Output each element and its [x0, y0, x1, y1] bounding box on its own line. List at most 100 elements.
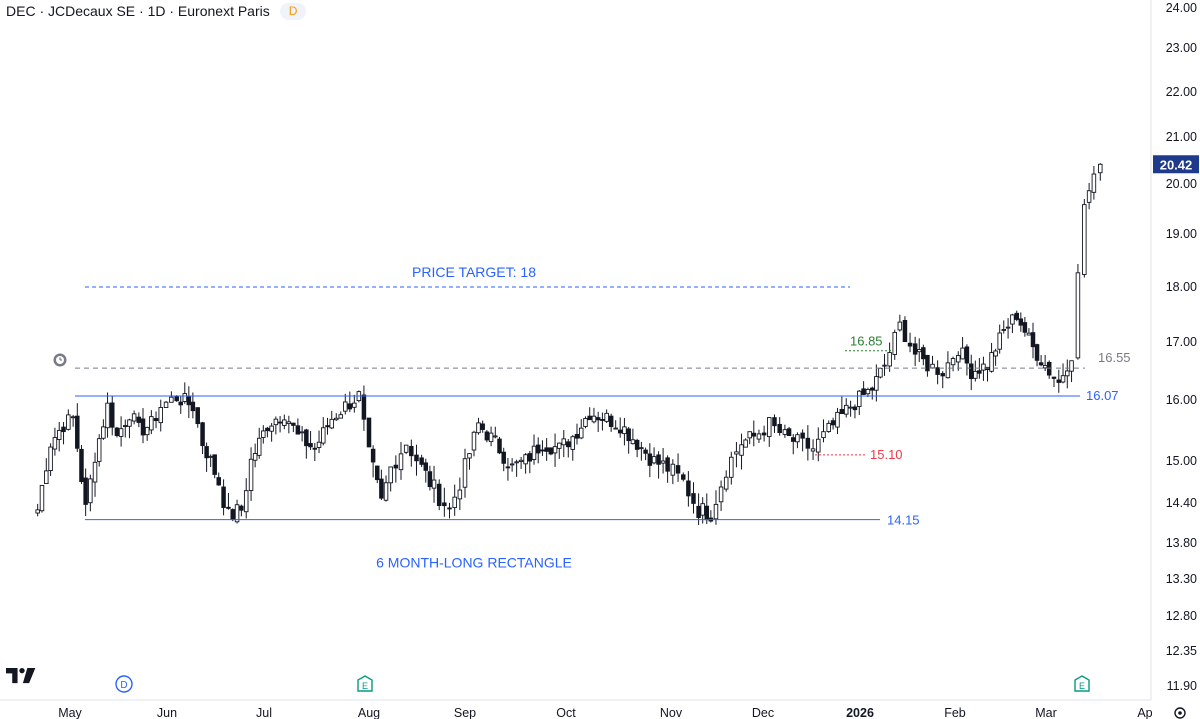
price-tick-label: 15.00: [1166, 454, 1197, 468]
candle: [981, 356, 986, 381]
price-tick-label: 23.00: [1166, 41, 1197, 55]
candle: [718, 480, 724, 511]
candle: [101, 419, 106, 440]
candle: [821, 419, 826, 443]
price-tick-label: 21.00: [1166, 130, 1197, 144]
candle: [256, 427, 262, 459]
alarm-icon[interactable]: [53, 353, 67, 367]
candle: [643, 447, 648, 461]
candle: [1001, 320, 1007, 334]
time-tick-label: Feb: [944, 706, 966, 719]
candle: [204, 442, 209, 472]
candle: [681, 472, 686, 482]
candle: [630, 428, 636, 445]
time-tick-label: Jul: [256, 706, 272, 719]
candle: [423, 458, 429, 483]
candle: [805, 425, 811, 461]
candle: [708, 510, 714, 523]
price-tick-label: 18.00: [1166, 280, 1197, 294]
rectangle-label: 6 MONTH-LONG RECTANGLE: [376, 555, 572, 571]
level-16-07-label: 16.07: [1086, 388, 1119, 403]
candle: [431, 465, 437, 503]
candle: [626, 426, 631, 454]
candle: [956, 351, 961, 371]
candle: [361, 385, 367, 431]
candle: [136, 412, 142, 428]
candle: [608, 413, 614, 432]
candle: [852, 404, 858, 419]
candle: [75, 403, 80, 452]
candle: [467, 453, 472, 470]
candle: [935, 360, 940, 385]
candle: [338, 411, 344, 419]
candle: [945, 351, 951, 379]
candle: [505, 458, 511, 481]
candle: [347, 391, 353, 413]
candle: [675, 453, 681, 482]
price-axis[interactable]: 24.00 23.00 22.00 21.00 20.00 19.00 18.00 17.00…: [1153, 1, 1199, 693]
candle: [622, 418, 627, 446]
candle: [600, 412, 605, 431]
candle: [321, 417, 326, 446]
time-tick-label: Dec: [752, 706, 774, 719]
earnings-event-icon[interactable]: E: [356, 675, 374, 693]
level-15-10-label: 15.10: [870, 447, 903, 462]
candle: [790, 434, 796, 455]
candle: [375, 465, 380, 484]
earnings-event-icon[interactable]: E: [1073, 675, 1091, 693]
candle: [700, 497, 705, 524]
candle: [208, 454, 213, 467]
candle: [782, 424, 788, 438]
dividend-event-label: D: [120, 680, 127, 691]
tradingview-logo[interactable]: [6, 665, 38, 687]
candle: [304, 428, 309, 459]
candle: [656, 451, 661, 479]
candle: [216, 472, 221, 486]
level-14-15-label: 14.15: [887, 513, 920, 528]
time-tick-label: Ap: [1137, 706, 1152, 719]
candle: [1022, 316, 1028, 337]
candle: [800, 429, 805, 452]
candle: [109, 396, 115, 436]
time-axis[interactable]: May Jun Jul Aug Sep Oct Nov Dec 2026 Feb Mar Ap: [58, 706, 1153, 719]
candle: [200, 421, 205, 455]
candle: [767, 416, 772, 447]
candle: [912, 336, 918, 367]
candle: [518, 456, 524, 469]
dividend-event-icon[interactable]: D: [115, 675, 133, 693]
candle: [1086, 182, 1092, 210]
candle: [476, 417, 481, 435]
candle: [221, 479, 226, 516]
candle: [1091, 166, 1097, 200]
settings-gear-icon[interactable]: [1174, 707, 1186, 719]
candle: [772, 414, 777, 433]
candle: [409, 439, 414, 467]
candle: [729, 451, 734, 485]
interval-badge[interactable]: D: [279, 3, 307, 20]
candle: [1065, 359, 1070, 389]
candle: [1069, 360, 1074, 383]
candle: [1014, 310, 1020, 322]
candle: [501, 447, 506, 472]
candle: [595, 411, 601, 432]
candle: [308, 431, 313, 450]
candle: [343, 393, 348, 415]
candle: [153, 411, 159, 429]
candle: [61, 421, 66, 445]
candle: [882, 354, 887, 376]
candle: [488, 426, 494, 447]
candle: [261, 425, 266, 444]
candle: [105, 392, 110, 438]
candle: [452, 484, 457, 516]
candle: [379, 469, 384, 500]
candle: [734, 442, 739, 468]
candle: [248, 447, 254, 501]
candle: [713, 490, 719, 525]
candle: [604, 409, 609, 424]
candle: [398, 441, 404, 480]
candle: [70, 414, 76, 427]
price-tick-label: 13.80: [1166, 536, 1197, 550]
candle: [484, 429, 490, 443]
candle: [79, 445, 84, 485]
